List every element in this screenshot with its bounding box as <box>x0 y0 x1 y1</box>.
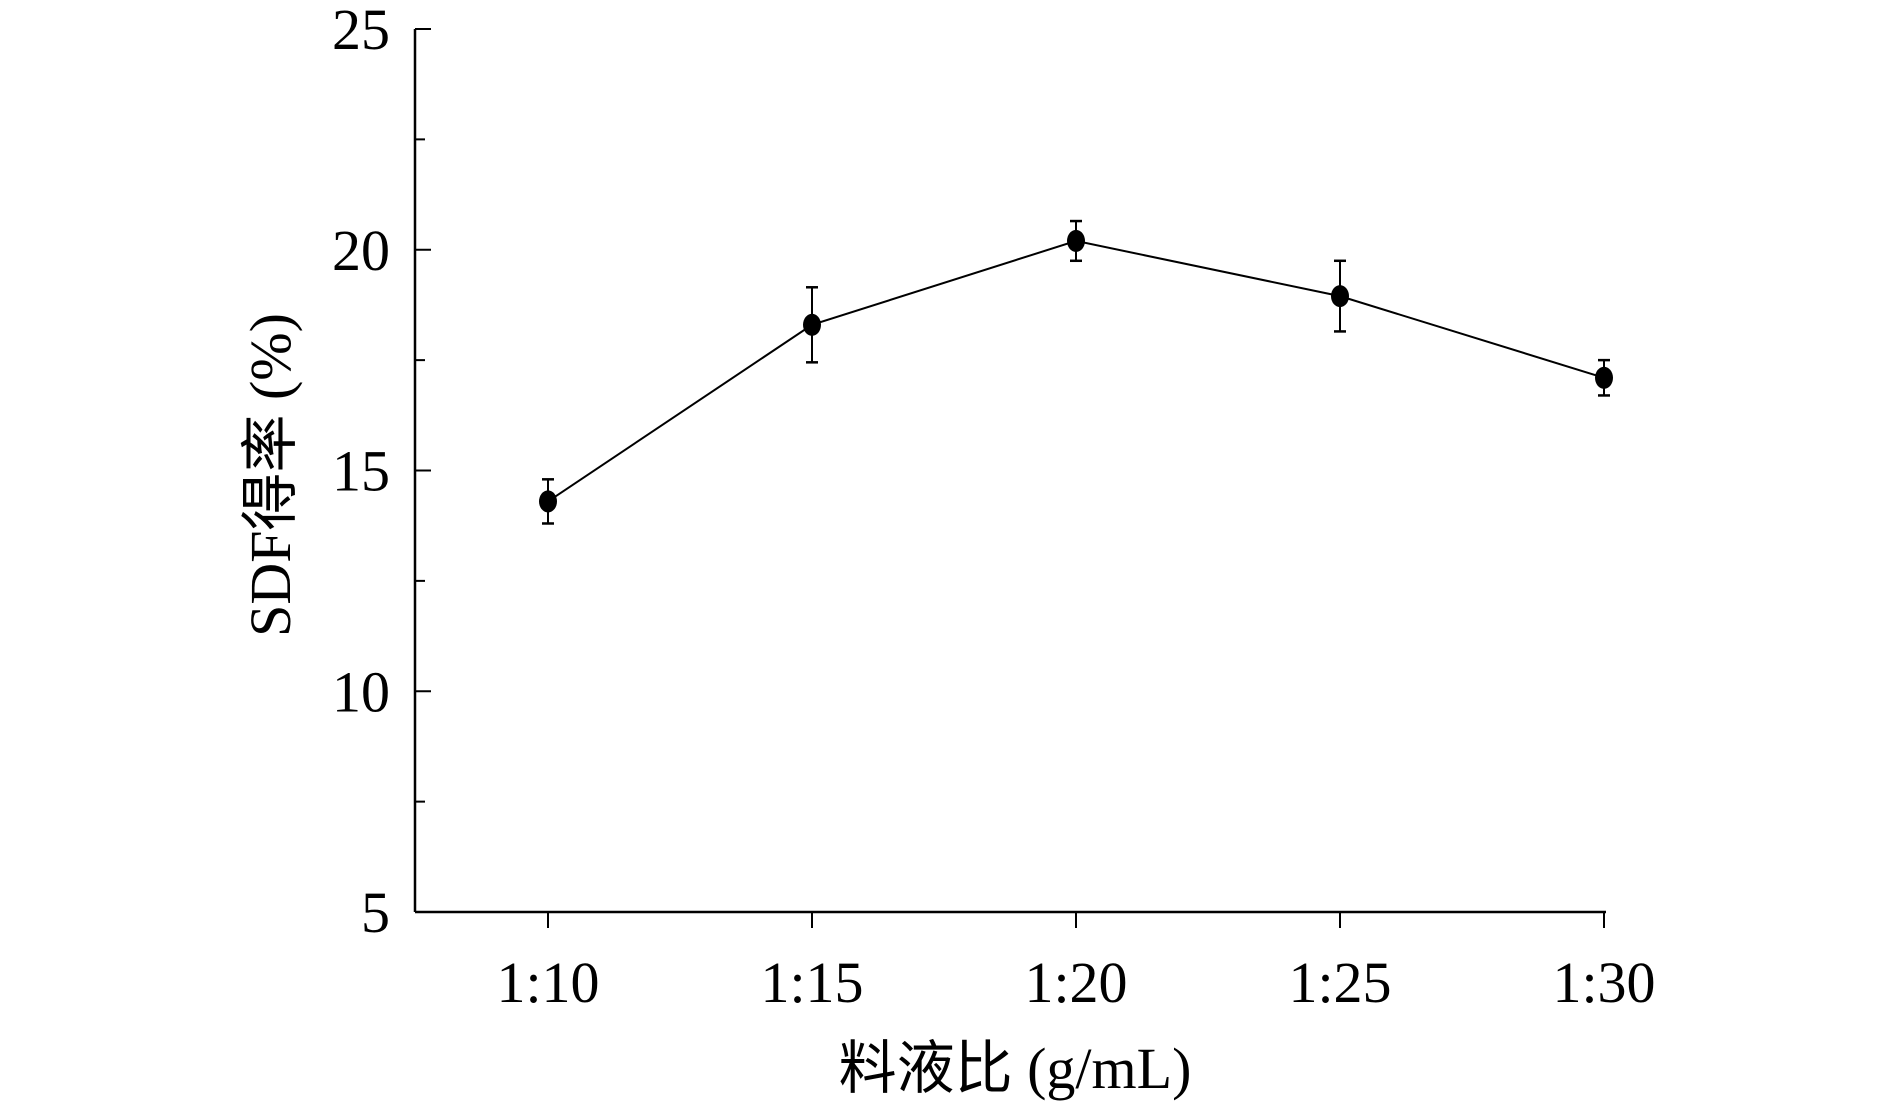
x-tick-label: 1:30 <box>1552 950 1655 1015</box>
y-tick-label: 5 <box>361 880 390 945</box>
y-tick-label: 10 <box>332 659 390 724</box>
data-point <box>803 313 821 336</box>
y-tick-label: 20 <box>332 218 390 283</box>
series-line <box>547 239 1605 503</box>
x-tick-label: 1:10 <box>496 950 599 1015</box>
y-tick-label: 15 <box>332 439 390 504</box>
x-axis-label: 料液比 (g/mL) <box>839 1036 1192 1101</box>
data-point <box>1595 366 1613 389</box>
data-point <box>1067 229 1085 252</box>
data-point <box>539 490 557 513</box>
data-point <box>1331 285 1349 308</box>
x-tick-label: 1:20 <box>1024 950 1127 1015</box>
x-tick-label: 1:15 <box>760 950 863 1015</box>
axes: 5 10 15 20 25 1:10 1:15 1:20 1:25 1:30 <box>332 0 1656 1015</box>
x-tick-label: 1:25 <box>1288 950 1391 1015</box>
y-tick-label: 25 <box>332 0 390 62</box>
y-axis-label: SDF得率 (%) <box>238 313 303 637</box>
chart-marks <box>539 219 1613 525</box>
